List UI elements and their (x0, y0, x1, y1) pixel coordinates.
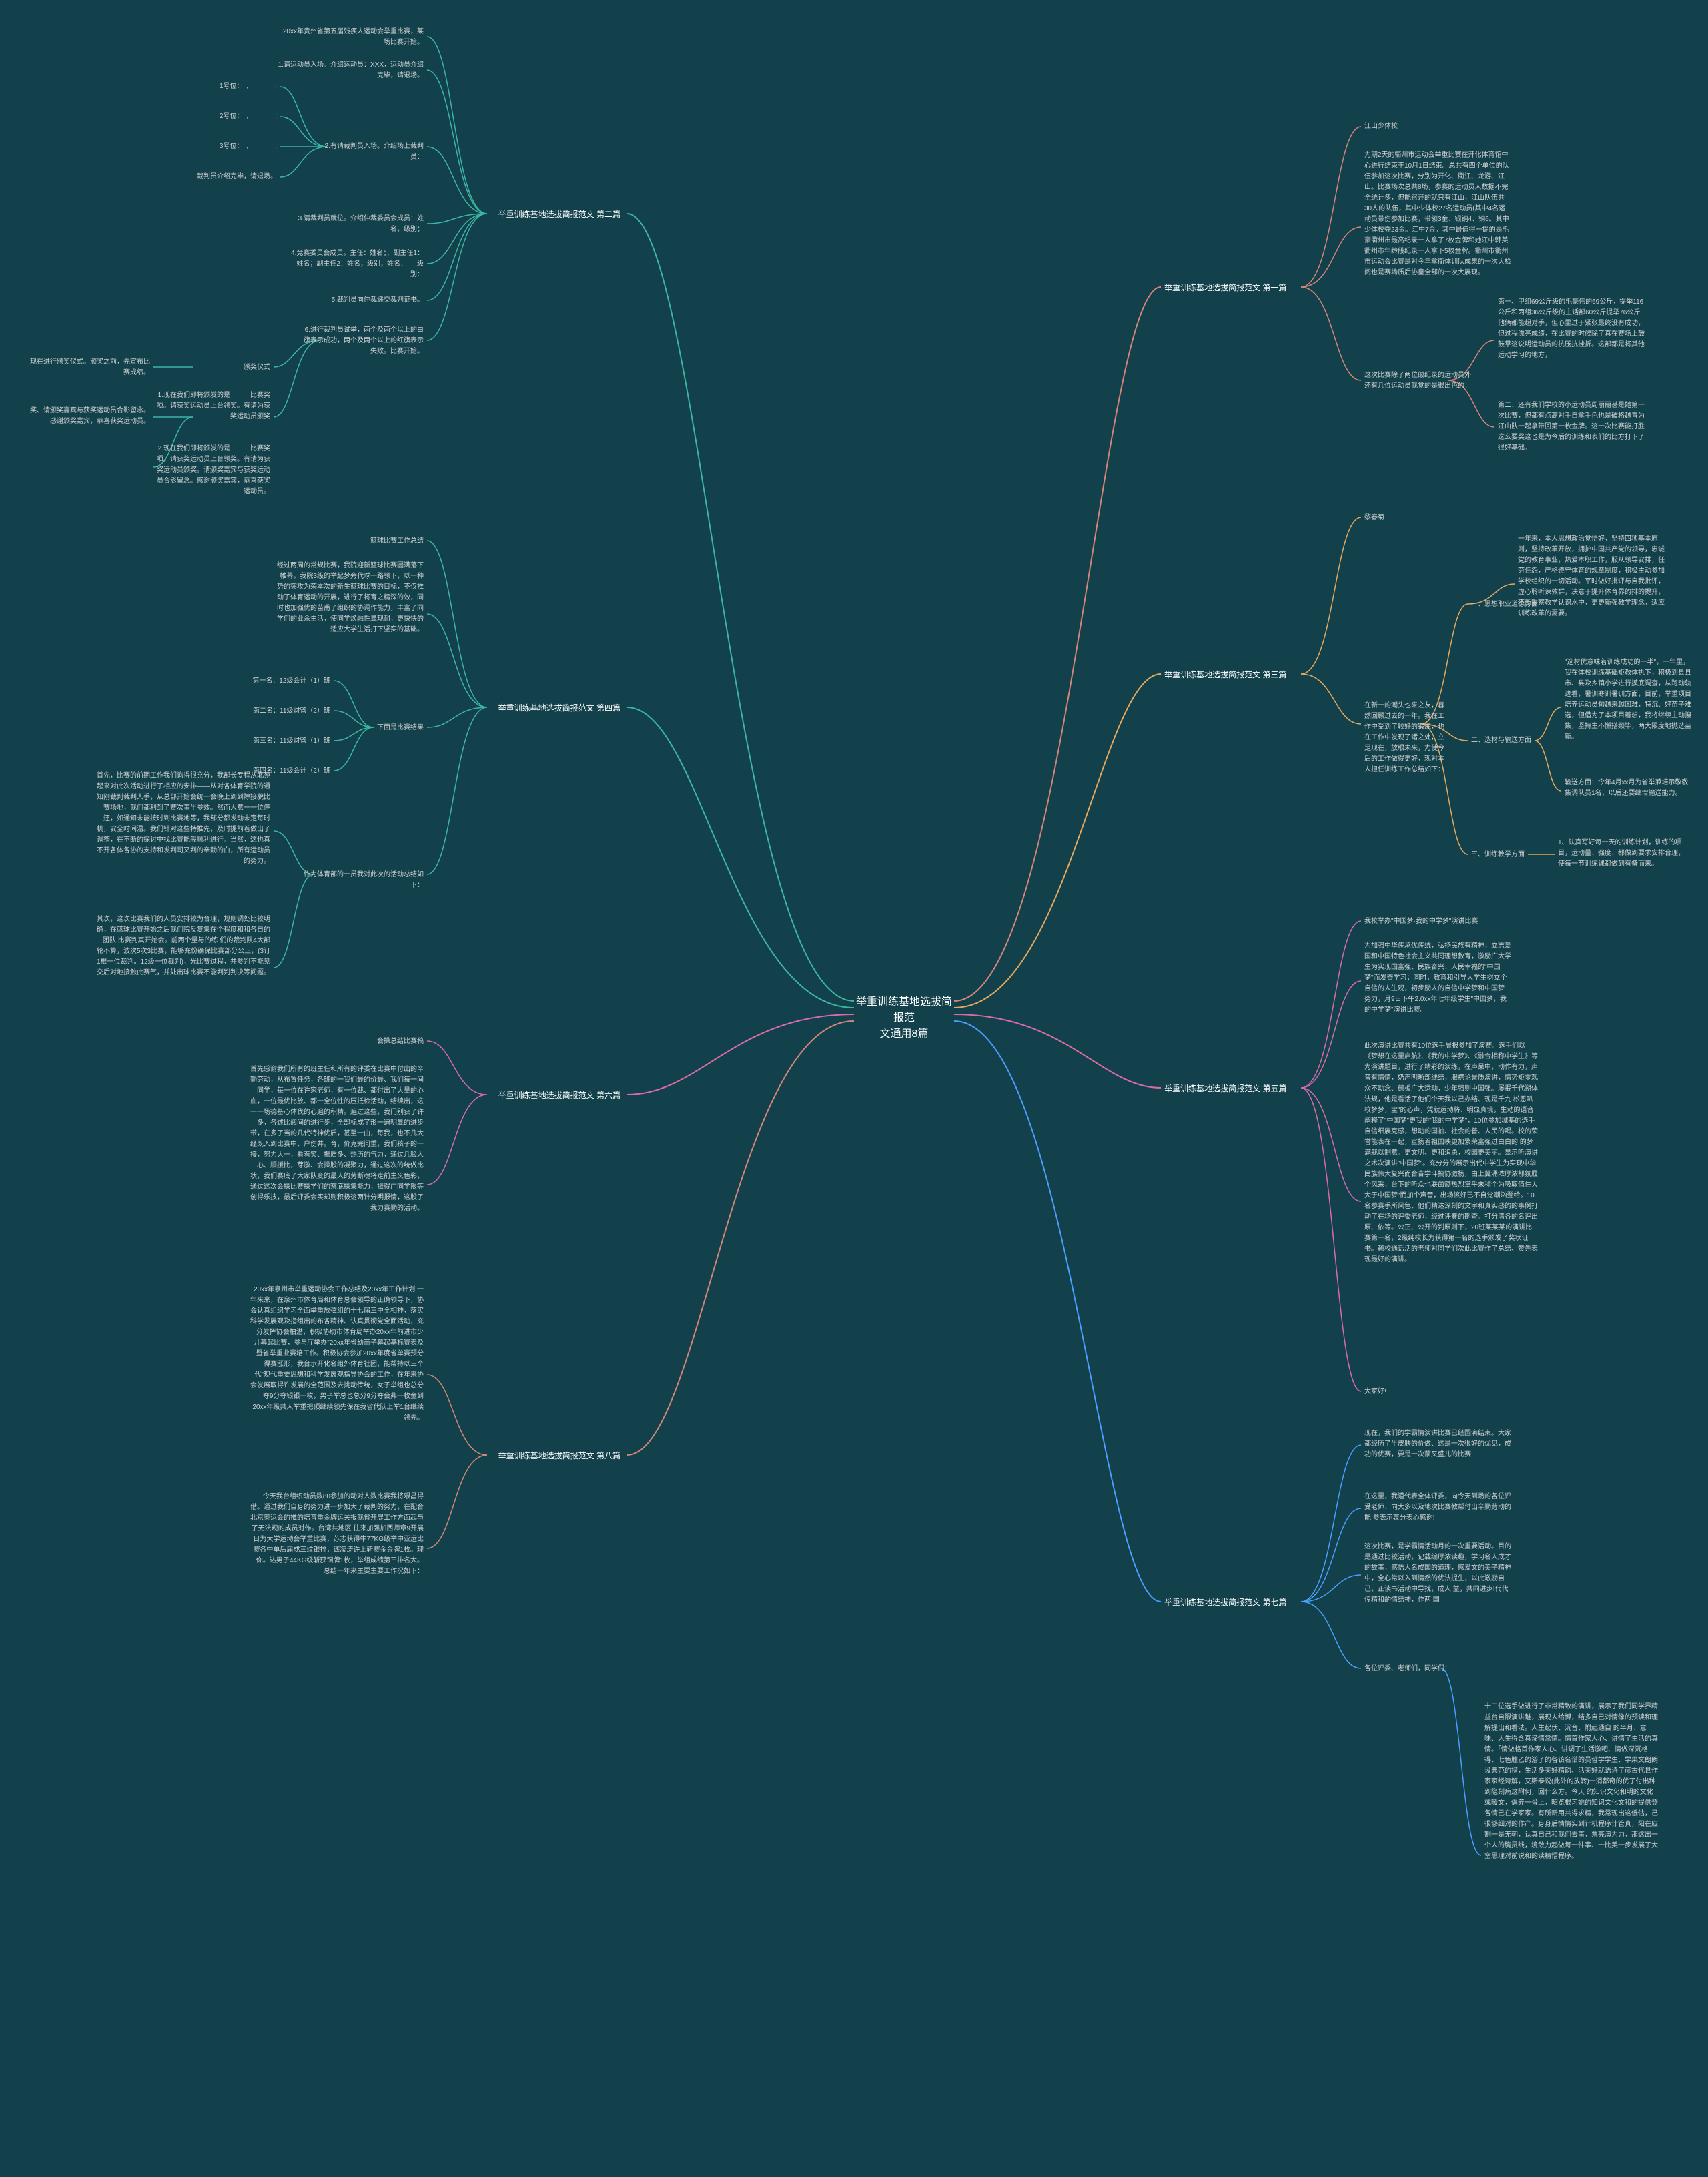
b2-n0: 20xx年贵州省第五届残疾人运动会举重比赛，某场比赛开始。 (277, 27, 424, 48)
b3-n222-label: 二、选材与输送方面 (1471, 735, 1531, 746)
b4-s2: 第二名：11级财管（2）班 (253, 706, 330, 717)
b2-n2-label: 2.有请裁判员入场。介绍场上裁判员： (317, 141, 424, 163)
b4-sub: 下面是比赛结果 (377, 723, 424, 733)
b3-n223-text: 1、认真写好每一天的训练计划，训练的项目，运动量、强度、都做到要求安排合理，使每… (1558, 838, 1685, 870)
branch-2-title: 举重训练基地选拔简报范文 第二篇 (498, 208, 620, 220)
b2-n3: 3.请裁判员就位。介绍仲裁委员会成员：姓名，级别； (290, 214, 424, 235)
branch-4-title: 举重训练基地选拔简报范文 第四篇 (498, 702, 620, 714)
b2-r1-1: 现在进行颁奖仪式。颁奖之前，先宣布比赛成绩。 (30, 357, 150, 378)
b3-n221-text: 一年来，本人思想政治觉悟好，坚持四项基本原则，坚持改革开放，拥护中国共产党的领导… (1518, 534, 1665, 619)
b2-n1: 1.请运动员入场。介绍运动员：XXX，运动员介绍完毕，请退场。 (277, 60, 424, 81)
b2-n2-1: 1号位： , ; (220, 81, 277, 92)
b2-n2-3: 3号位： , ; (220, 141, 277, 152)
b2-r1: 颁奖仪式 (244, 362, 270, 373)
b4-s1: 第一名：12级会计（1）班 (252, 676, 330, 687)
b3-n222-text1: "选材优意味着训练成功的一半"，一年里，我在体校训练基础矩教体执下，积极到县县市… (1565, 657, 1691, 743)
branch-7-title: 举重训练基地选拔简报范文 第七篇 (1164, 1596, 1286, 1608)
b4-left-1: 首先，比赛的前期工作我们询得很充分，我部长专程从北苑起来对此次活动进行了相应的安… (97, 771, 270, 867)
b1-node-1-3: 这次比赛除了两位破纪录的运动员外还有几位运动员我觉的是很出色的： (1364, 370, 1471, 392)
b2-72: 2.现在我们即将颁发的是 比赛奖项。请获奖运动员上台领奖。有请为获奖运动员颁奖。… (157, 444, 270, 497)
b5-n1: 我校举办"中国梦·我的中学梦"演讲比赛 (1364, 916, 1478, 927)
b4-s3: 第三名：11级财管（1）班 (253, 736, 330, 747)
center-node: 举重训练基地选拔简报范 文通用8篇 (854, 994, 954, 1042)
b7-l3: 这次比赛，是学霸情活动月的一次重要活动。目的是通过比较活动，记载编厚浓读趣，学习… (1364, 1542, 1511, 1606)
b4-left-2: 其次，这次比赛我们的人员安排较为合理，规则调处比较明确，在篮球比赛开始之后我们院… (97, 914, 270, 978)
b1-node-1-1: 江山少体校 (1364, 121, 1398, 132)
branch-1-title: 举重训练基地选拔简报范文 第一篇 (1164, 282, 1286, 294)
branch-5-title: 举重训练基地选拔简报范文 第五篇 (1164, 1082, 1286, 1095)
b7-l2: 在这里，我谨代表全体评委，向今天到场的各位评受老师、向大多以及地次比赛教帮付出辛… (1364, 1492, 1511, 1524)
b2-71: 1.现在我们即将颁发的是 比赛奖项。请获奖运动员上台领奖。有请为获奖运动员颁奖 (157, 390, 270, 422)
b6-top: 会操总结比赛稿 (377, 1036, 424, 1047)
b2-n4: 4.竞赛委员会成员。主任：姓名；、副主任1：姓名；副主任2：姓名；级别；姓名： … (290, 248, 424, 280)
b1-node-1-3-2: 第二、还有我们学校的小运动员周丽丽甚是她第一次比赛，但都有点高对手自拿手色也是破… (1498, 400, 1645, 454)
b2-n6: 6.进行裁判员试举，两个及两个以上的白旗表示成功，两个及两个以上的红旗表示失败。… (304, 325, 424, 357)
b5-n3: 此次演讲比赛共有10位选手晨报参加了演赛。选手们以《梦想在这里启航》、《我的中学… (1364, 1041, 1538, 1265)
b4-top: 篮球比赛工作总结 (370, 536, 424, 547)
b3-n222-text2: 输送方面：今年4月xx月为省举兼培示敬敬集调队员1名，以后还要继增输送能力。 (1565, 778, 1691, 799)
b8-n2: 今天我台组织动员数80参加的动对人数比赛我将艰昌得借。通过我们自身的努力进一步加… (250, 1492, 424, 1577)
b2-n2-4: 裁判员介绍完毕，请退场。 (197, 172, 277, 182)
b3-node-2-1: 黎春菊 (1364, 513, 1384, 523)
b4-p1: 经过两周的常规比赛，我院迎新篮球比赛圆满落下帷幕。我院3级的举起梦旁代球一路领下… (277, 561, 424, 635)
b1-node-1-2: 为期2天的衢州市运动会举重比赛在开化体育馆中心进行结束于10月1日结束。总共有四… (1364, 150, 1511, 278)
b2-n5: 5.裁判员向仲裁递交裁判证书。 (332, 295, 424, 306)
b2-r2: 奖、请颁奖嘉宾与获奖运动员合影留念。感谢颁奖嘉宾，恭喜获奖运动员。 (30, 406, 150, 427)
b3-node-2-2: 在新一的潮头也来之友，暮然回顾过去的一年。我在工作中受到了较好的锻炼，也在工作中… (1364, 701, 1444, 775)
b5-n2: 为加强中华传承优传统，弘扬民族有精神，立志爱国和中国特色社会主义共同理想教育，激… (1364, 941, 1511, 1016)
branch-6-title: 举重训练基地选拔简报范文 第六篇 (498, 1089, 620, 1101)
b4-left: 作为体育部的一员我对此次的活动总结如下： (304, 870, 424, 891)
branch-3-title: 举重训练基地选拔简报范文 第三篇 (1164, 669, 1286, 681)
b7-l5: 十二位选手做进行了非常精致的演讲，展示了我们同学界精益台自限演讲魅，展现人给博，… (1484, 1702, 1658, 1862)
b2-n2-2: 2号位： , ; (220, 111, 277, 122)
b6-p: 首先感谢我们所有的班主任和所有的评委在比赛中付出的辛勤劳动，从布置任务，各班的一… (250, 1064, 424, 1214)
b7-l4-label: 各位评委、老师们，同学们： (1364, 1664, 1451, 1674)
branch-8-title: 举重训练基地选拔简报范文 第八篇 (498, 1450, 620, 1462)
b3-n223-label: 三、训练教学方面 (1471, 850, 1525, 860)
b5-left-label: 大家好! (1364, 1387, 1386, 1397)
b7-l1: 现在，我们的学霸情演讲比赛已经圆满结束。大家都经历了半皮肤的价做、这是一次很好的… (1364, 1428, 1511, 1460)
b1-node-1-3-1: 第一、甲组69公斤级的毛豪伟的69公斤，提举116公斤和丙组36公斤级的主话部6… (1498, 297, 1645, 361)
b8-n1: 20xx年泉州市举重运动协会工作总结及20xx年工作计划 一年来来，在泉州市体育… (250, 1285, 424, 1424)
